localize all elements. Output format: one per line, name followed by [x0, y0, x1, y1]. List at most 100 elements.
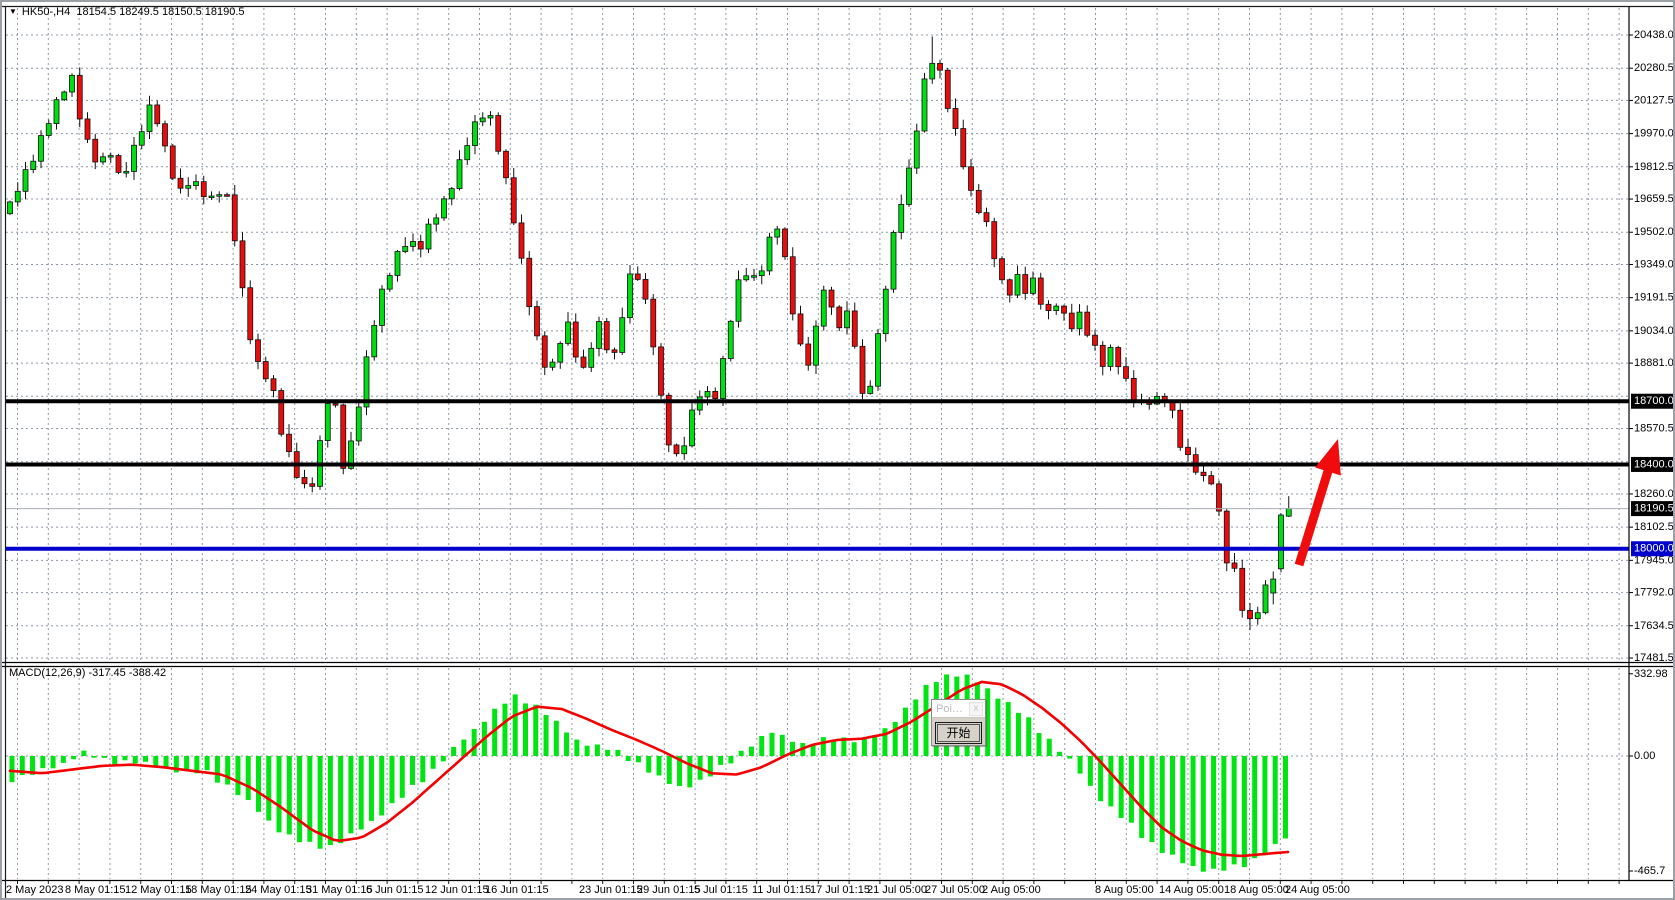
candle-body — [324, 403, 331, 441]
macd-histogram-bar — [646, 756, 652, 773]
candle-body — [929, 62, 936, 80]
macd-histogram-bar — [1026, 717, 1032, 756]
candle-body — [340, 404, 347, 469]
candle-body — [425, 223, 432, 250]
macd-histogram-bar — [759, 736, 765, 756]
candle-body — [1053, 305, 1060, 311]
macd-indicator-label: MACD(12,26,9) -317.45 -388.42 — [9, 667, 167, 679]
time-tick-label: 8 Aug 05:00 — [1095, 884, 1154, 896]
candle-body — [301, 477, 308, 485]
macd-histogram-bar — [769, 732, 775, 756]
price-tick-label: 19812.5 — [1634, 161, 1674, 173]
macd-histogram-bar — [553, 720, 559, 756]
candle-body — [557, 343, 564, 363]
candle-body — [619, 317, 626, 353]
time-tick-label: 18 Aug 05:00 — [1224, 884, 1289, 896]
macd-histogram-bar — [420, 756, 426, 783]
candle-body — [975, 189, 982, 214]
candle-body — [526, 257, 533, 307]
popup-close-icon[interactable]: x — [969, 701, 983, 716]
macd-histogram-bar — [81, 750, 87, 756]
macd-histogram-bar — [882, 728, 888, 756]
candle-body — [185, 185, 192, 189]
macd-histogram-bar — [60, 756, 66, 763]
time-tick-label: 14 Aug 05:00 — [1159, 884, 1224, 896]
candle-body — [348, 440, 354, 469]
candle-body — [859, 345, 866, 394]
candle-body — [534, 306, 540, 337]
time-tick-label: 23 Jun 01:15 — [579, 884, 643, 896]
candle-body — [541, 335, 548, 368]
price-badge — [1631, 501, 1673, 517]
macd-histogram-bar — [1180, 756, 1186, 864]
popup-title-bar[interactable]: Poi… x — [932, 700, 985, 718]
time-tick-label: 24 Aug 05:00 — [1285, 884, 1350, 896]
candle-body — [851, 310, 858, 347]
time-tick-label: 16 Jun 01:15 — [485, 884, 549, 896]
start-button[interactable]: 开始 — [935, 721, 982, 744]
price-tick-label: 19659.5 — [1634, 193, 1674, 205]
macd-histogram-bar — [635, 756, 641, 763]
candle-body — [1247, 609, 1253, 620]
candle-body — [603, 321, 610, 351]
candle-body — [38, 135, 44, 162]
macd-histogram-bar — [523, 703, 528, 756]
macd-histogram-bar — [317, 756, 323, 849]
macd-histogram-bar — [30, 756, 36, 775]
macd-histogram-bar — [40, 756, 46, 769]
candle-body — [255, 339, 261, 362]
macd-histogram-bar — [748, 746, 754, 756]
price-tick-label: 19191.5 — [1634, 292, 1674, 304]
macd-histogram-bar — [1087, 756, 1093, 786]
macd-histogram-bar — [1252, 756, 1258, 859]
macd-histogram-bar — [132, 756, 138, 764]
price-tick-label: 17945.0 — [1634, 554, 1674, 566]
symbol-dropdown-icon[interactable]: ▼ — [9, 7, 17, 16]
macd-histogram-bar — [327, 756, 333, 846]
time-tick-label: 11 Jul 01:15 — [752, 884, 811, 896]
price-tick-label: 18260.0 — [1634, 488, 1674, 500]
candle-body — [61, 91, 68, 101]
candle-body — [193, 181, 199, 186]
candle-body — [154, 104, 161, 125]
time-tick-label: 12 Jun 01:15 — [425, 884, 489, 896]
macd-histogram-bar — [861, 738, 867, 756]
candle-body — [247, 287, 254, 341]
candle-body — [1177, 409, 1184, 448]
candle-body — [572, 321, 579, 358]
macd-histogram-bar — [112, 756, 118, 766]
macd-histogram-bar — [1211, 756, 1217, 869]
macd-histogram-bar — [451, 747, 457, 756]
candle-body — [177, 177, 184, 189]
macd-histogram-bar — [1262, 756, 1268, 856]
candle-body — [1092, 334, 1098, 346]
macd-histogram-bar — [851, 742, 857, 756]
candle-body — [1223, 510, 1230, 564]
candle-body — [805, 343, 812, 366]
candle-body — [704, 391, 711, 398]
macd-histogram-bar — [204, 756, 210, 771]
candle-body — [906, 167, 912, 205]
macd-histogram-bar — [225, 756, 231, 785]
macd-histogram-bar — [348, 756, 354, 834]
candle-body — [898, 203, 905, 233]
price-badge-label: 18400.0 — [1634, 458, 1674, 470]
macd-histogram-bar — [430, 756, 436, 769]
trend-arrow[interactable] — [1294, 439, 1341, 567]
candle-body — [208, 195, 215, 198]
candle-body — [200, 181, 207, 198]
candle-body — [681, 445, 688, 455]
candle-body — [999, 258, 1005, 281]
price-tick-label: 18881.0 — [1634, 357, 1674, 369]
candle-body — [727, 320, 734, 359]
macd-histogram-bar — [543, 715, 549, 756]
macd-histogram-bar — [1098, 756, 1104, 802]
indicator-popup[interactable]: Poi… x 开始 — [931, 699, 986, 746]
candle-body — [510, 177, 517, 224]
macd-histogram-bar — [410, 756, 416, 785]
macd-histogram-bar — [1128, 756, 1134, 823]
macd-histogram-bar — [810, 744, 816, 756]
macd-histogram-bar — [707, 756, 713, 777]
popup-body: 开始 — [932, 718, 985, 747]
